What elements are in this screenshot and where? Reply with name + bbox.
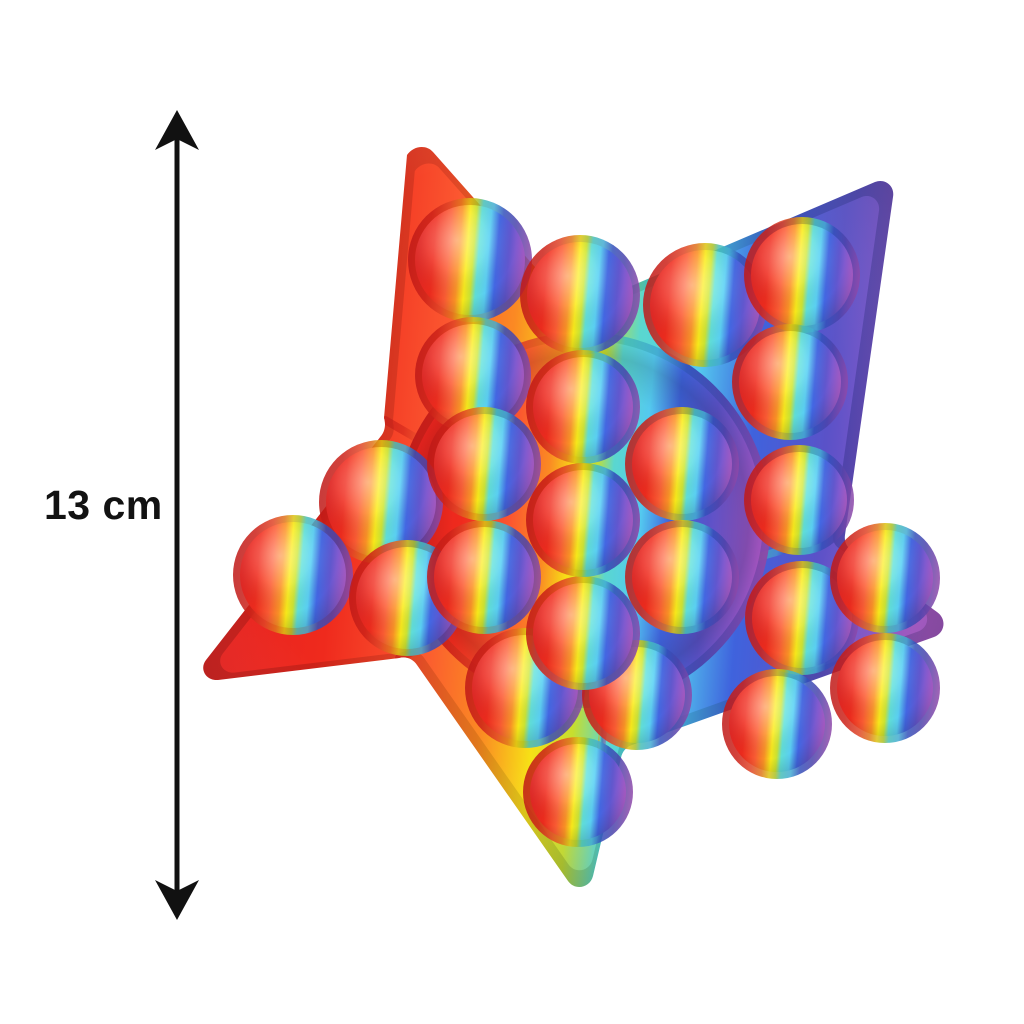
bubble-group-center-circle bbox=[427, 350, 739, 690]
bubble[interactable] bbox=[625, 520, 739, 634]
star-pop-it-toy bbox=[185, 120, 975, 910]
bubble[interactable] bbox=[732, 324, 848, 440]
bubble-group-top-left-point bbox=[408, 198, 640, 433]
dimension-label: 13 cm bbox=[44, 482, 163, 528]
bubble[interactable] bbox=[745, 561, 859, 675]
bubble[interactable] bbox=[722, 669, 832, 779]
bubble[interactable] bbox=[830, 523, 940, 633]
bubble[interactable] bbox=[523, 737, 633, 847]
bubble[interactable] bbox=[520, 235, 640, 355]
bubble-group-top-right-point bbox=[643, 217, 860, 555]
bubble[interactable] bbox=[408, 198, 532, 322]
bubble[interactable] bbox=[415, 317, 531, 433]
bubble[interactable] bbox=[526, 350, 640, 464]
bubble[interactable] bbox=[744, 217, 860, 333]
star-toy-illustration bbox=[203, 146, 944, 888]
bubble-group-right-point bbox=[722, 523, 940, 779]
bubble[interactable] bbox=[427, 407, 541, 521]
bubble[interactable] bbox=[625, 407, 739, 521]
bubble[interactable] bbox=[643, 243, 767, 367]
bubble[interactable] bbox=[526, 463, 640, 577]
bubble[interactable] bbox=[427, 520, 541, 634]
bubble[interactable] bbox=[233, 515, 353, 635]
bubble[interactable] bbox=[744, 445, 854, 555]
bubble[interactable] bbox=[526, 576, 640, 690]
bubble[interactable] bbox=[830, 633, 940, 743]
bubble-group-left-point bbox=[233, 440, 465, 656]
bubble[interactable] bbox=[319, 440, 443, 564]
